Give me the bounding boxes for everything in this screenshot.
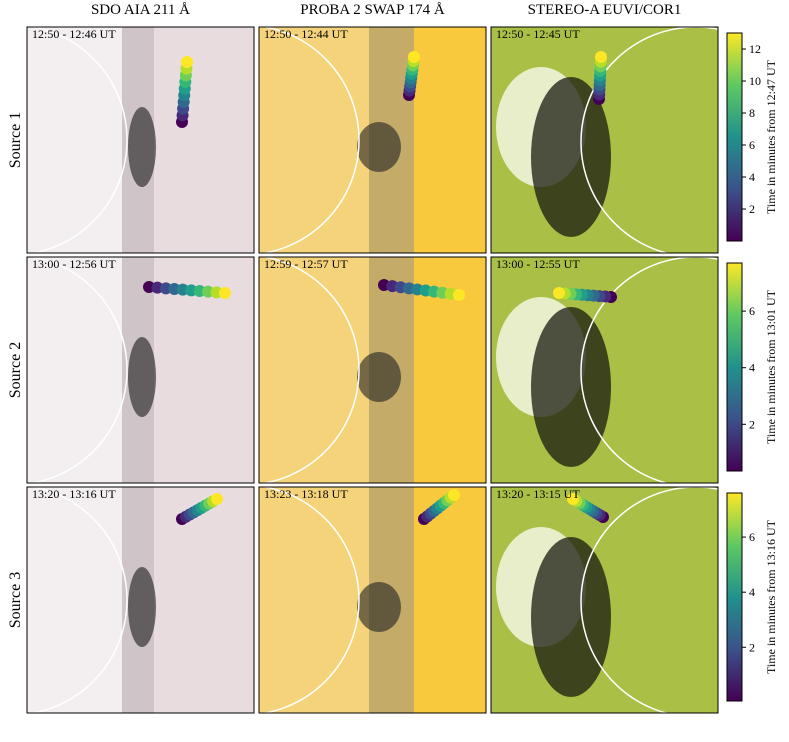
colorbar <box>726 262 743 472</box>
source-dot <box>408 51 420 63</box>
source-dot <box>553 287 565 299</box>
colorbar-label: Time in minutes from 12:47 UT <box>764 59 778 214</box>
dark-region <box>128 337 156 417</box>
column-title: PROBA 2 SWAP 174 Å <box>300 2 445 18</box>
row-label: Source 1 <box>7 112 24 168</box>
source-dot <box>219 287 231 299</box>
colorbar-label: Time in minutes from 13:01 UT <box>764 289 778 444</box>
time-label: 13:20 - 13:15 UT <box>496 487 580 501</box>
solar-limb <box>580 487 718 713</box>
column-title: STEREO-A EUVI/COR1 <box>528 2 682 18</box>
dark-region <box>128 567 156 647</box>
dark-region <box>357 122 401 172</box>
panel-frame <box>26 26 255 254</box>
dark-region <box>357 582 401 632</box>
colorbar-tick-label: 6 <box>749 138 755 152</box>
image-panel <box>491 27 718 253</box>
panel-frame <box>490 26 719 254</box>
colorbar-tick-label: 2 <box>749 417 755 431</box>
time-label: 12:59 - 12:57 UT <box>264 257 348 271</box>
solar-limb <box>28 487 128 713</box>
dark-region <box>531 77 611 237</box>
source-dot <box>181 56 193 68</box>
panel-frame <box>26 486 255 714</box>
dark-region <box>128 107 156 187</box>
colorbar-tick-label: 10 <box>749 74 761 88</box>
panel-frame <box>258 26 487 254</box>
column-title: SDO AIA 211 Å <box>91 2 190 18</box>
image-panel <box>259 487 486 713</box>
colorbar-tick-label: 4 <box>749 170 755 184</box>
time-label: 13:00 - 12:56 UT <box>32 257 116 271</box>
time-label: 12:50 - 12:45 UT <box>496 27 580 41</box>
source-dot <box>595 51 607 63</box>
solar-limb <box>260 257 360 483</box>
image-panel <box>27 27 254 253</box>
dark-region <box>531 537 611 697</box>
row-label: Source 3 <box>7 572 24 628</box>
time-label: 12:50 - 12:46 UT <box>32 27 116 41</box>
panel-frame <box>258 486 487 714</box>
colorbar-tick-label: 12 <box>749 42 761 56</box>
image-panel <box>259 27 486 253</box>
solar-limb <box>260 487 360 713</box>
time-label: 13:00 - 12:55 UT <box>496 257 580 271</box>
colorbar <box>726 32 743 242</box>
row-label: Source 2 <box>7 342 24 398</box>
solar-limb <box>28 257 128 483</box>
colorbar-tick-label: 2 <box>749 202 755 216</box>
image-panel <box>259 257 486 483</box>
colorbar-tick-label: 2 <box>749 640 755 654</box>
source-dot <box>448 489 460 501</box>
colorbar-tick-label: 6 <box>749 530 755 544</box>
panel-frame <box>490 256 719 484</box>
source-dot <box>453 289 465 301</box>
solar-limb <box>28 27 128 253</box>
dark-region <box>357 352 401 402</box>
source-dot <box>211 493 223 505</box>
colorbar-tick-label: 8 <box>749 106 755 120</box>
colorbar-label: Time in minutes from 13:16 UT <box>764 519 778 674</box>
colorbar <box>726 492 743 702</box>
colorbar-tick-label: 4 <box>749 585 755 599</box>
time-label: 13:20 - 13:16 UT <box>32 487 116 501</box>
solar-limb <box>580 27 718 253</box>
time-label: 13:23 - 13:18 UT <box>264 487 348 501</box>
image-panel <box>491 487 718 713</box>
image-panel <box>491 257 718 483</box>
source-dot <box>567 493 579 505</box>
panel-frame <box>490 486 719 714</box>
panel-frame <box>258 256 487 484</box>
image-panel <box>27 487 254 713</box>
dark-region <box>531 307 611 467</box>
colorbar-tick-label: 4 <box>749 361 755 375</box>
time-label: 12:50 - 12:44 UT <box>264 27 348 41</box>
solar-limb <box>260 27 360 253</box>
panel-frame <box>26 256 255 484</box>
solar-limb <box>580 257 718 483</box>
image-panel <box>27 257 254 483</box>
colorbar-tick-label: 6 <box>749 304 755 318</box>
